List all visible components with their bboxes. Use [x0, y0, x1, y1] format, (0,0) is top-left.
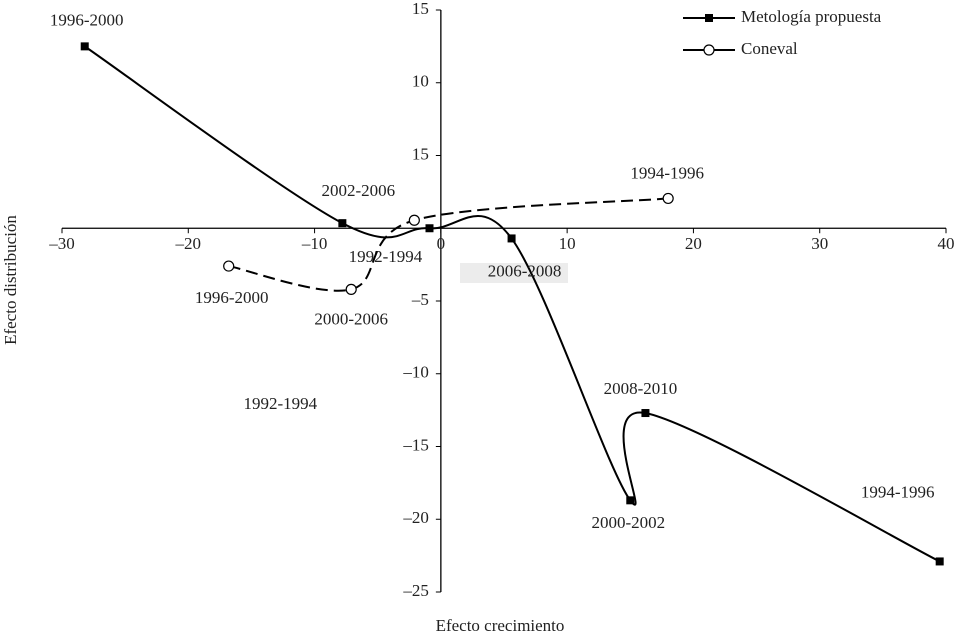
- marker: [662, 192, 674, 205]
- point-label: 1996-2000: [50, 10, 124, 29]
- legend-marker: [703, 44, 715, 56]
- x-axis-label: Efecto crecimiento: [436, 616, 565, 635]
- x-tick-label: 20: [685, 234, 702, 253]
- x-tick-label: 40: [938, 234, 955, 253]
- legend-label: Metología propuesta: [741, 7, 882, 26]
- point-label: 2006-2008: [488, 261, 562, 280]
- x-tick-label: –20: [175, 234, 202, 253]
- y-axis-label: Efecto distribución: [1, 215, 20, 345]
- marker: [425, 224, 434, 233]
- legend-label: Coneval: [741, 39, 798, 58]
- y-tick-label: 15: [412, 0, 429, 18]
- x-tick-label: 10: [559, 234, 576, 253]
- y-tick-label: –5: [411, 290, 429, 309]
- x-tick-label: –10: [301, 234, 328, 253]
- marker: [345, 283, 357, 295]
- series-line: [84, 45, 941, 563]
- marker: [408, 214, 420, 226]
- point-label: 1996-2000: [195, 288, 269, 307]
- point-label: 2008-2010: [604, 379, 678, 398]
- point-label: 2002-2006: [322, 181, 396, 200]
- marker: [507, 234, 516, 243]
- point-label: 1994-1996: [630, 163, 704, 182]
- x-tick-label: –30: [48, 234, 75, 253]
- y-tick-label: 15: [412, 144, 429, 163]
- legend-marker: [705, 14, 713, 22]
- series-line: [228, 197, 669, 292]
- point-label: 1994-1996: [861, 482, 935, 501]
- point-label: 1992-1994: [244, 394, 318, 413]
- marker: [626, 496, 635, 505]
- point-label: 1992-1994: [349, 247, 423, 266]
- x-tick-label: 0: [437, 234, 446, 253]
- point-label: 2000-2002: [591, 513, 665, 532]
- label-highlight: [460, 263, 568, 283]
- marker: [338, 219, 347, 228]
- y-tick-label: –10: [402, 363, 429, 382]
- marker: [935, 557, 944, 566]
- x-tick-label: 30: [811, 234, 828, 253]
- y-tick-label: –25: [402, 581, 429, 600]
- marker: [80, 42, 89, 51]
- y-tick-label: 10: [412, 72, 429, 91]
- marker: [641, 409, 650, 418]
- y-tick-label: –20: [402, 508, 429, 527]
- marker: [223, 260, 235, 272]
- point-label: 2000-2006: [314, 309, 388, 328]
- y-tick-label: –15: [402, 435, 429, 454]
